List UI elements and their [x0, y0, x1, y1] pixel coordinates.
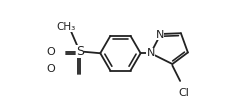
Text: O: O [46, 47, 55, 57]
Text: N: N [155, 30, 164, 40]
Text: Cl: Cl [178, 88, 189, 97]
Text: S: S [76, 45, 84, 58]
Text: O: O [46, 64, 55, 74]
Text: N: N [146, 48, 154, 58]
Text: CH₃: CH₃ [56, 22, 76, 32]
